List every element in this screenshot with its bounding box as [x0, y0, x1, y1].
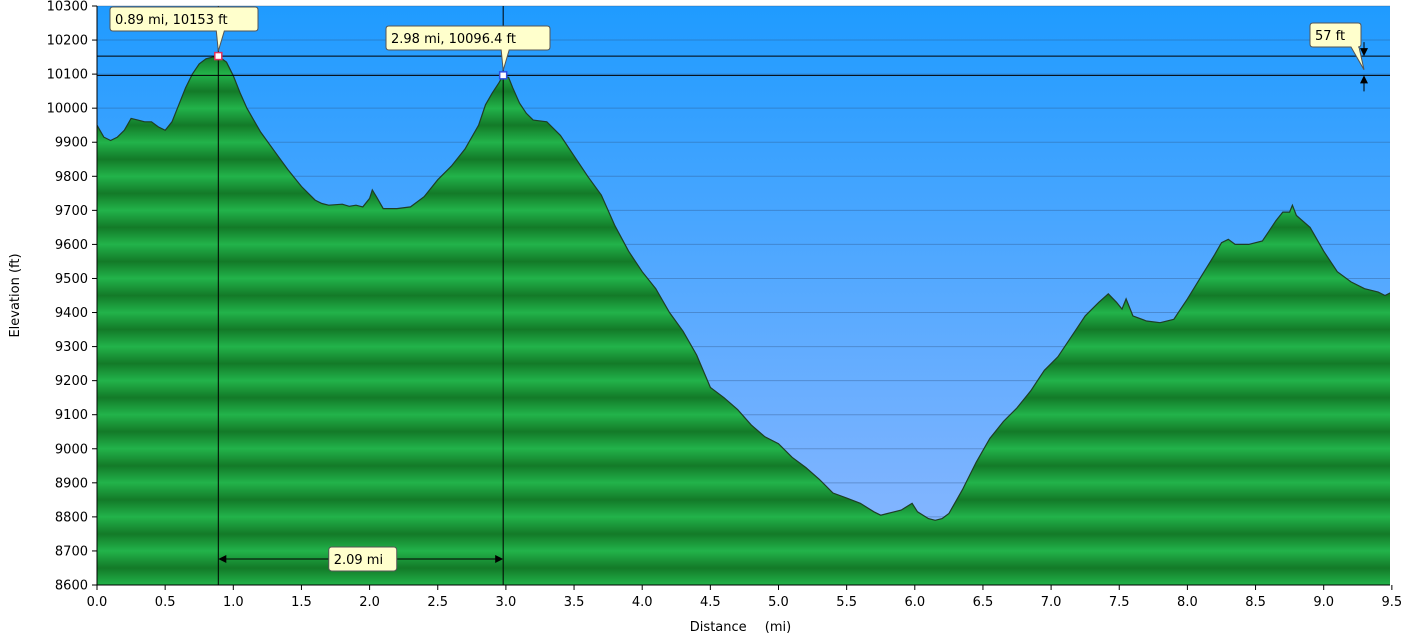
- x-tick-label: 6.5: [973, 595, 994, 610]
- callout-box: [109, 6, 259, 52]
- x-tick-label: 9.5: [1382, 595, 1401, 610]
- x-tick-label: 6.0: [904, 595, 925, 610]
- x-axis-unit: (mi): [765, 620, 791, 635]
- x-tick-label: 8.5: [1245, 595, 1266, 610]
- marker-point: [214, 51, 223, 61]
- x-tick-label: 5.5: [836, 595, 857, 610]
- marker-callout: 0.89 mi, 10153 ft: [109, 6, 259, 52]
- distance-box: [328, 546, 398, 572]
- marker-point: [498, 71, 508, 80]
- x-tick-label: 9.0: [1313, 595, 1334, 610]
- x-tick-label: 7.0: [1041, 595, 1062, 610]
- x-tick-label: 1.0: [223, 595, 244, 610]
- x-tick-label: 0.5: [155, 595, 176, 610]
- marker-guides: [97, 6, 1390, 585]
- annotations: 0.89 mi, 10153 ft 2.98 mi, 10096.4 ft 2.09…: [109, 6, 1368, 572]
- y-tick-label: 9900: [55, 136, 88, 151]
- y-tick-label: 10200: [47, 34, 88, 49]
- x-tick-label: 3.5: [564, 595, 585, 610]
- distance-annotation: 2.09 mi: [218, 546, 504, 572]
- x-tick-label: 8.0: [1177, 595, 1198, 610]
- x-axis-title: Distance (mi): [690, 620, 791, 635]
- y-tick-label: 9600: [55, 238, 88, 253]
- y-tick-label: 10000: [47, 102, 88, 117]
- x-tick-label: 0.0: [87, 595, 108, 610]
- x-tick-label: 2.5: [427, 595, 448, 610]
- y-tick-label: 9300: [55, 340, 88, 355]
- y-tick-labels: 8600 8700 8800 8900 9000 9100 9200 9300 9400 9500…: [47, 0, 97, 594]
- x-tick-label: 1.5: [291, 595, 312, 610]
- y-tick-label: 9400: [55, 306, 88, 321]
- y-tick-label: 9700: [55, 204, 88, 219]
- x-tick-labels: 0.0 0.5 1.0 1.5 2.0 2.5 3.0 3.5 4.0 4.5 5.0 5.5 6.0 6…: [87, 585, 1401, 610]
- y-tick-label: 9800: [55, 170, 88, 185]
- y-tick-label: 10100: [47, 68, 88, 83]
- x-tick-label: 7.5: [1109, 595, 1130, 610]
- x-tick-label: 2.0: [359, 595, 380, 610]
- distance-arrow-right: [495, 554, 504, 563]
- elevation-arrow-top-head: [1360, 48, 1368, 57]
- marker-callout: 2.98 mi, 10096.4 ft: [385, 25, 551, 71]
- elevation-annotation: [1360, 42, 1368, 92]
- axes: [93, 6, 1390, 589]
- terrain-area: [97, 56, 1390, 585]
- y-tick-label: 8800: [55, 510, 88, 525]
- x-tick-label: 4.0: [632, 595, 653, 610]
- y-tick-label: 8600: [55, 579, 88, 594]
- y-tick-label: 8700: [55, 544, 88, 559]
- y-tick-label: 9200: [55, 374, 88, 389]
- y-tick-label: 9500: [55, 272, 88, 287]
- y-tick-label: 10300: [47, 0, 88, 15]
- y-tick-label: 9000: [55, 442, 88, 457]
- distance-arrow-left: [218, 554, 227, 563]
- x-axis-label: Distance: [690, 620, 747, 635]
- callout-box: [1309, 22, 1365, 70]
- callout-box: [385, 25, 551, 71]
- y-axis-title: Elevation (ft): [8, 253, 23, 337]
- callout-label: 2.98 mi, 10096.4 ft: [391, 32, 516, 47]
- callout-label: 57 ft: [1315, 29, 1345, 44]
- elevation-callout: 57 ft: [1309, 22, 1365, 70]
- x-tick-label: 4.5: [700, 595, 721, 610]
- y-tick-label: 9100: [55, 408, 88, 423]
- x-tick-label: 3.0: [496, 595, 517, 610]
- callout-label: 0.89 mi, 10153 ft: [115, 13, 228, 28]
- distance-label: 2.09 mi: [334, 553, 383, 568]
- y-tick-label: 8900: [55, 476, 88, 491]
- elevation-arrow-bottom-head: [1360, 75, 1368, 84]
- terrain-outline: [97, 55, 1390, 521]
- x-tick-label: 5.0: [768, 595, 789, 610]
